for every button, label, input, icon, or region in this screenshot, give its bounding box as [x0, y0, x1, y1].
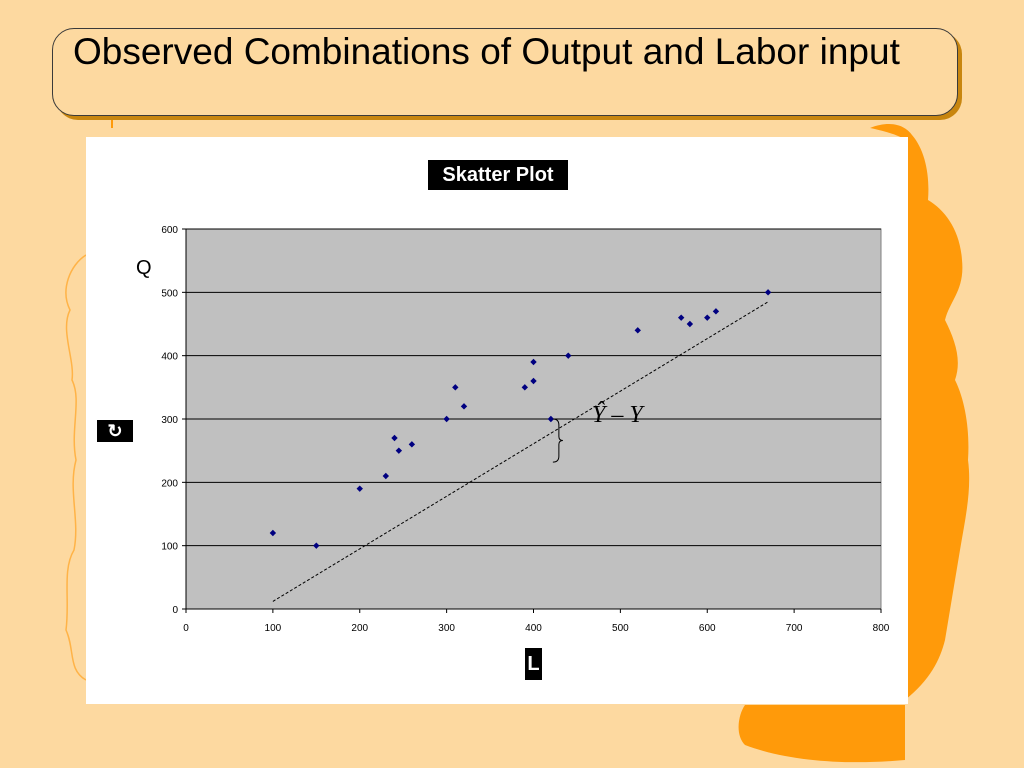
x-tick-label: 100 [265, 623, 282, 634]
data-point [452, 384, 459, 391]
data-point [356, 485, 363, 492]
right-silhouette [870, 124, 970, 700]
x-tick-label: 300 [438, 623, 455, 634]
data-point [408, 441, 416, 448]
y-tick-label: 0 [172, 605, 178, 616]
slide-title: Observed Combinations of Output and Labo… [73, 31, 900, 72]
x-axis-label: L [525, 648, 542, 680]
x-tick-label: 200 [351, 623, 368, 634]
data-point [313, 542, 320, 549]
x-tick-label: 400 [525, 623, 542, 634]
data-point [269, 529, 277, 537]
data-point [712, 308, 720, 315]
slide-title-box: Observed Combinations of Output and Labo… [52, 28, 958, 116]
y-axis-label: Q [136, 257, 152, 279]
data-point [460, 403, 468, 410]
data-point [547, 415, 555, 423]
fit-line [272, 301, 769, 602]
y-tick-label: 300 [161, 415, 178, 426]
x-tick-label: 700 [786, 623, 803, 634]
data-point [704, 314, 711, 321]
refresh-icon: ↻ [97, 420, 133, 442]
data-point [530, 358, 537, 366]
x-tick-label: 800 [873, 623, 890, 634]
data-point [530, 377, 537, 385]
left-silhouette-outline [65, 254, 87, 681]
y-tick-label: 100 [161, 542, 178, 553]
x-tick-label: 600 [699, 623, 716, 634]
data-point [565, 352, 572, 359]
x-tick-label: 500 [612, 623, 629, 634]
data-point [677, 314, 685, 321]
data-point [395, 447, 403, 454]
y-tick-label: 200 [161, 478, 178, 489]
bottom-right-silhouette [738, 705, 905, 763]
data-point [382, 472, 390, 480]
y-tick-label: 500 [161, 288, 178, 299]
chart-title: Skatter Plot [428, 160, 568, 190]
data-point [764, 289, 772, 296]
data-point [521, 384, 529, 391]
data-point [634, 327, 641, 334]
data-point [443, 415, 450, 423]
data-point [391, 434, 398, 442]
residual-annotation: Ŷ – Y [592, 402, 643, 428]
data-point [686, 320, 694, 328]
x-tick-label: 0 [183, 623, 189, 634]
y-tick-label: 400 [161, 352, 178, 363]
y-tick-label: 600 [161, 225, 178, 236]
residual-brace [552, 418, 563, 463]
